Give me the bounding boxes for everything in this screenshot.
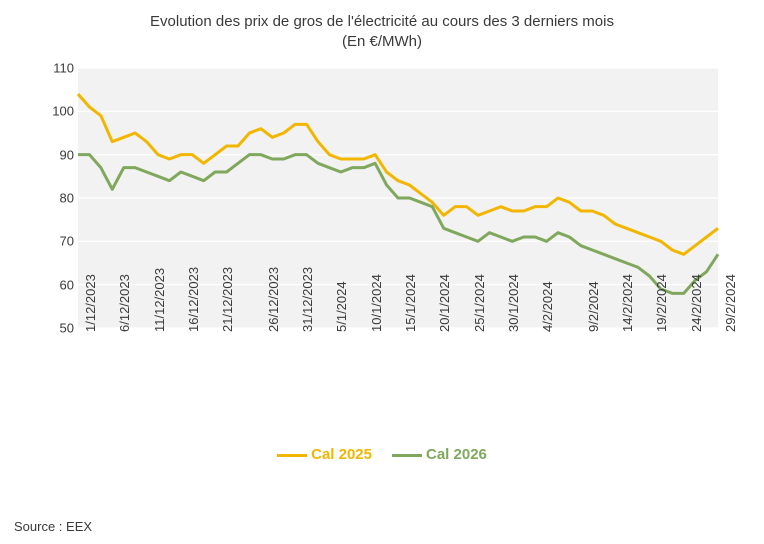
x-tick-label: 1/12/2023 xyxy=(83,274,98,332)
x-tick-label: 20/1/2024 xyxy=(437,274,452,332)
legend: Cal 2025 Cal 2026 xyxy=(0,446,764,463)
x-tick-label: 4/2/2024 xyxy=(540,281,555,332)
legend-label: Cal 2026 xyxy=(426,446,487,463)
chart-title: Evolution des prix de gros de l'électric… xyxy=(0,12,764,53)
x-tick-label: 25/1/2024 xyxy=(472,274,487,332)
x-tick-label: 14/2/2024 xyxy=(620,274,635,332)
plot-area: 5060708090100110 1/12/20236/12/202311/12… xyxy=(78,68,718,328)
legend-swatch xyxy=(392,454,422,457)
x-tick-label: 21/12/2023 xyxy=(220,267,235,332)
x-tick-label: 29/2/2024 xyxy=(723,274,738,332)
x-tick-label: 24/2/2024 xyxy=(689,274,704,332)
x-tick-label: 19/2/2024 xyxy=(654,274,669,332)
x-tick-label: 31/12/2023 xyxy=(300,267,315,332)
y-axis: 5060708090100110 xyxy=(38,68,74,328)
x-tick-label: 9/2/2024 xyxy=(586,281,601,332)
chart-title-line2: (En €/MWh) xyxy=(342,33,422,50)
x-tick-label: 15/1/2024 xyxy=(403,274,418,332)
y-tick-label: 90 xyxy=(60,147,74,162)
x-tick-label: 6/12/2023 xyxy=(117,274,132,332)
chart-title-line1: Evolution des prix de gros de l'électric… xyxy=(150,13,614,30)
y-tick-label: 100 xyxy=(52,104,74,119)
y-tick-label: 60 xyxy=(60,277,74,292)
legend-swatch xyxy=(277,454,307,457)
y-tick-label: 70 xyxy=(60,234,74,249)
x-tick-label: 11/12/2023 xyxy=(152,268,167,332)
legend-item: Cal 2025 xyxy=(277,446,372,463)
series-cal-2025 xyxy=(78,94,718,254)
legend-item: Cal 2026 xyxy=(392,446,487,463)
y-tick-label: 110 xyxy=(53,61,74,76)
y-tick-label: 80 xyxy=(60,191,74,206)
x-tick-label: 5/1/2024 xyxy=(334,281,349,332)
y-tick-label: 50 xyxy=(60,321,74,336)
x-tick-label: 30/1/2024 xyxy=(506,274,521,332)
legend-label: Cal 2025 xyxy=(311,446,372,463)
source-label: Source : EEX xyxy=(14,519,92,534)
x-tick-label: 16/12/2023 xyxy=(186,267,201,332)
chart-container: Evolution des prix de gros de l'électric… xyxy=(0,0,764,544)
x-tick-label: 10/1/2024 xyxy=(369,274,384,332)
series-cal-2026 xyxy=(78,155,718,294)
x-tick-label: 26/12/2023 xyxy=(266,267,281,332)
